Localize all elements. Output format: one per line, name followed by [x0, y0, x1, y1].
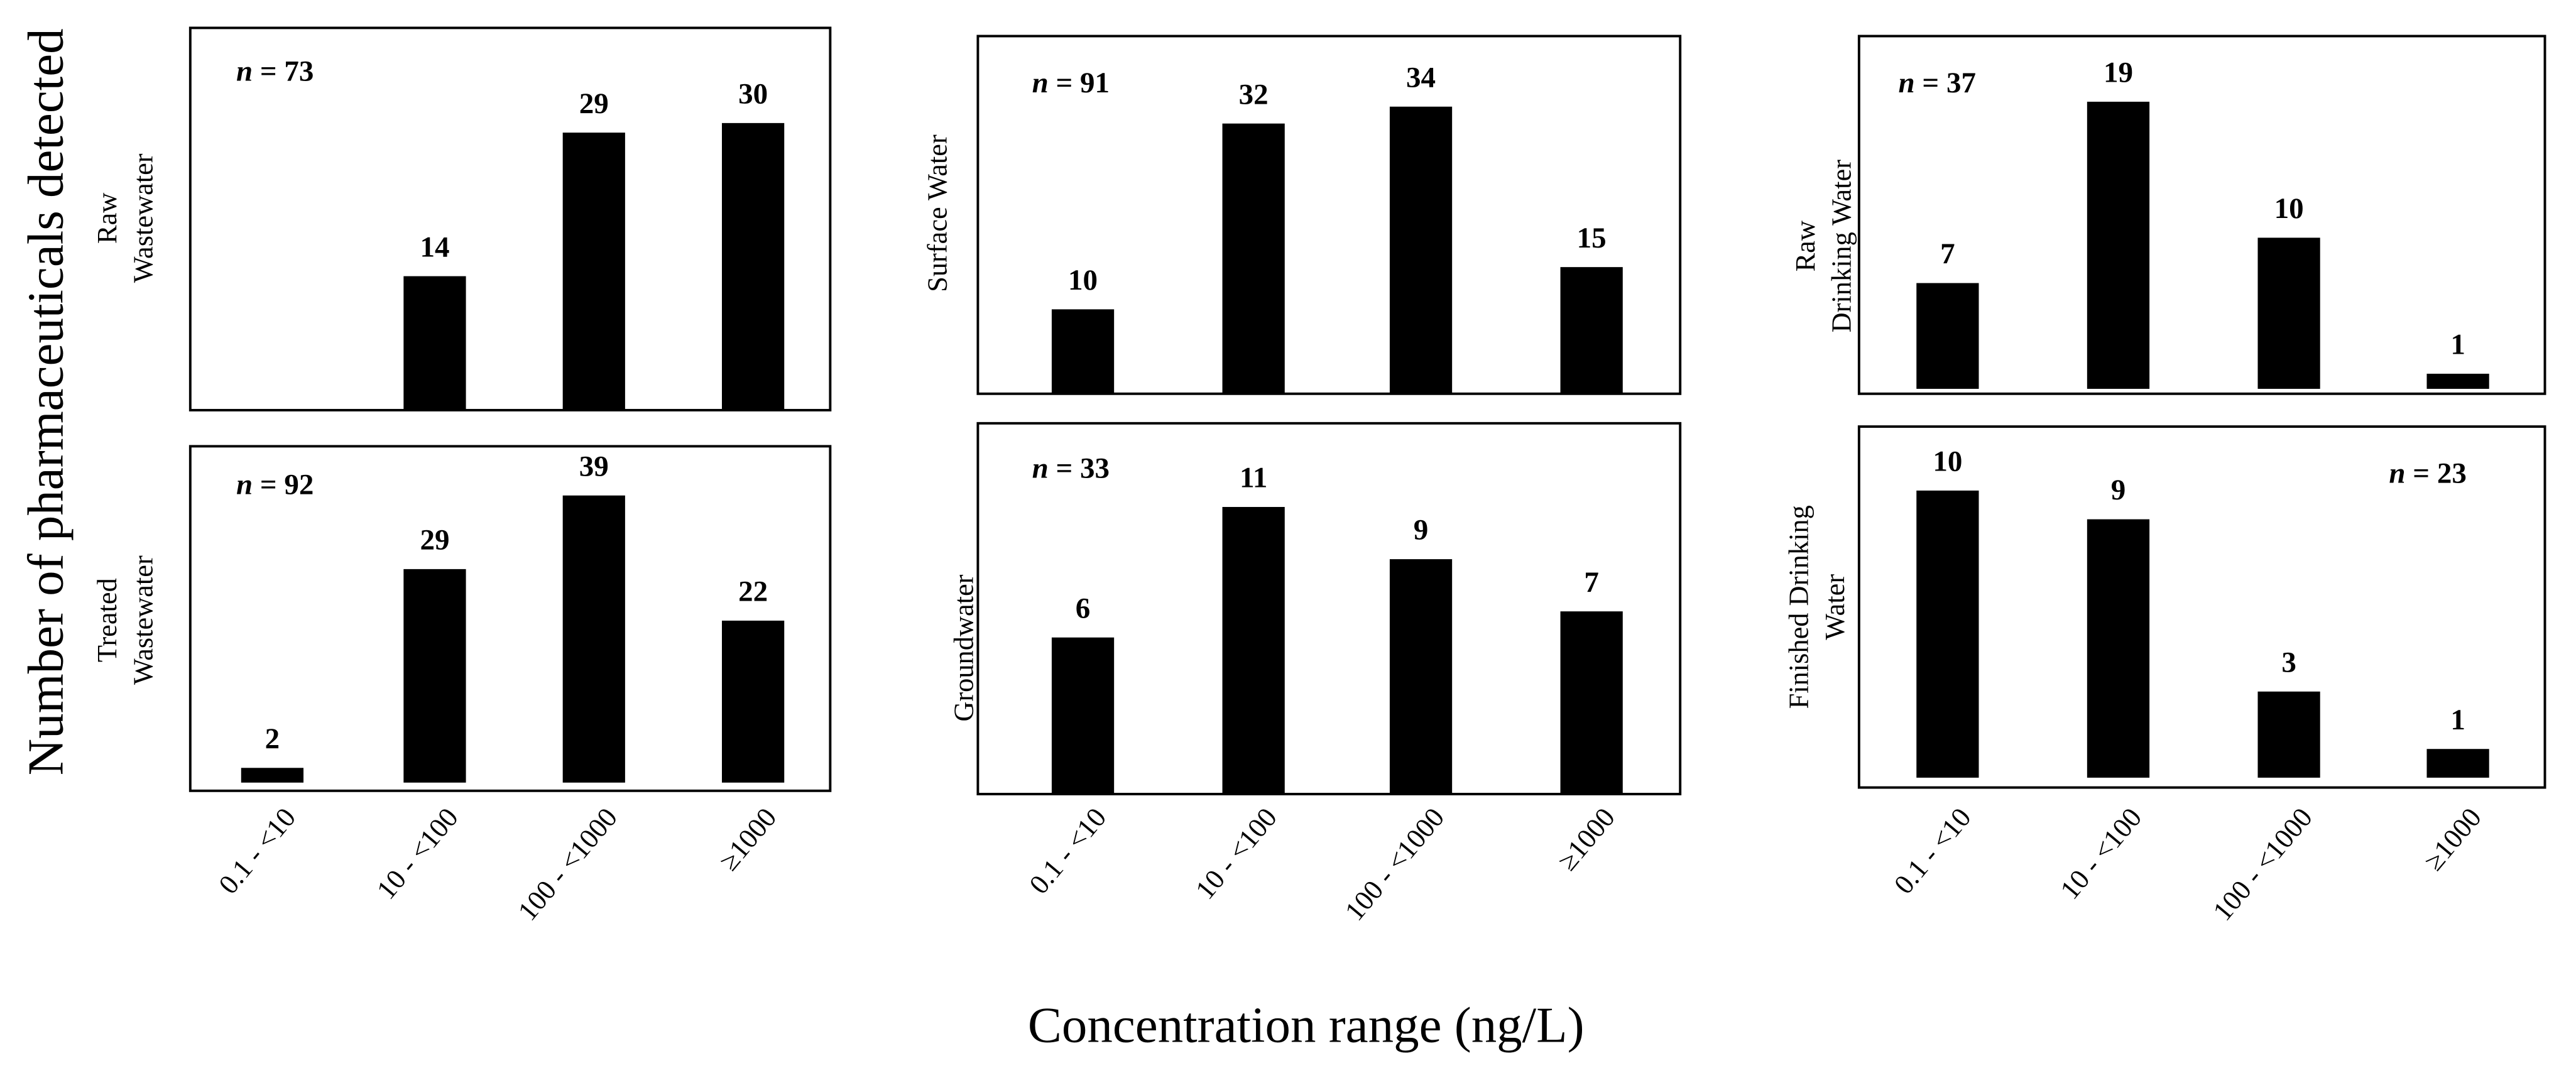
- x-tick-label: 0.1 - <10: [1887, 802, 1977, 900]
- panel-annotation: n = 92: [236, 468, 314, 501]
- bar: [2426, 373, 2489, 389]
- bar: [1560, 611, 1623, 795]
- panel-annotation: n = 23: [2389, 457, 2466, 489]
- x-tick-label: ≥1000: [1551, 802, 1621, 876]
- value-label: 10: [1933, 445, 1962, 478]
- bar: [2426, 749, 2489, 778]
- value-label: 29: [579, 87, 609, 120]
- panel-label: Surface Water: [922, 134, 953, 292]
- value-label: 15: [1577, 222, 1607, 254]
- value-label: 19: [2104, 57, 2133, 89]
- panel-annotation: n = 33: [1032, 452, 1110, 484]
- value-label: 3: [2281, 646, 2296, 678]
- value-label: 7: [1940, 237, 1955, 270]
- value-label: 32: [1239, 78, 1269, 111]
- panel-annotation: n = 37: [1899, 67, 1976, 99]
- x-tick-label: ≥1000: [2418, 802, 2487, 876]
- value-label: 14: [420, 231, 449, 263]
- bar: [2257, 237, 2320, 389]
- bar: [1389, 559, 1453, 795]
- value-label: 22: [738, 575, 768, 608]
- x-tick-label: 100 - <1000: [511, 802, 623, 927]
- panel-annotation: n = 91: [1032, 67, 1110, 99]
- panel-frame: [976, 422, 1682, 795]
- value-label: 11: [1240, 462, 1267, 494]
- value-label: 10: [1068, 264, 1098, 297]
- panel-frame: [188, 26, 832, 411]
- x-tick-label: 10 - <100: [2054, 802, 2148, 905]
- bar: [1916, 283, 1979, 389]
- panel-frame: [1857, 425, 2546, 789]
- bar: [403, 569, 466, 783]
- panel-label: Wastewater: [127, 153, 158, 283]
- bar: [241, 768, 304, 783]
- value-label: 9: [2111, 474, 2126, 506]
- value-label: 9: [1414, 514, 1429, 547]
- bar: [2087, 101, 2150, 389]
- value-label: 7: [1584, 566, 1598, 599]
- panel-annotation: n = 73: [236, 55, 314, 87]
- x-tick-label: 100 - <1000: [1338, 802, 1450, 927]
- panel-frame: [1857, 35, 2546, 395]
- panel-label: Raw: [91, 193, 123, 244]
- bar: [1222, 123, 1285, 394]
- bar: [2257, 691, 2320, 778]
- x-tick-label: ≥1000: [712, 802, 782, 876]
- value-label: 1: [2450, 704, 2465, 736]
- panel-label: Drinking Water: [1826, 160, 1857, 333]
- panel-label: Wastewater: [127, 555, 158, 685]
- bar: [562, 495, 625, 783]
- panel-label: Finished Drinking: [1783, 505, 1815, 709]
- bar: [721, 620, 785, 783]
- value-label: 1: [2450, 329, 2465, 361]
- x-tick-label: 10 - <100: [1189, 802, 1282, 905]
- bar: [1222, 506, 1285, 795]
- bar: [1389, 106, 1453, 394]
- value-label: 2: [265, 722, 280, 755]
- panel-label: Groundwater: [947, 574, 979, 721]
- panel-label: Treated: [91, 578, 123, 662]
- bar: [403, 276, 466, 410]
- bar: [1560, 267, 1623, 394]
- x-tick-label: 0.1 - <10: [1023, 802, 1112, 900]
- value-label: 6: [1076, 592, 1091, 624]
- bar: [2087, 519, 2150, 778]
- bar: [562, 133, 625, 410]
- panel-label: Raw: [1789, 221, 1821, 271]
- x-axis-title: Concentration range (ng/L): [1028, 997, 1585, 1054]
- panel-label: Water: [1819, 574, 1850, 640]
- value-label: 30: [738, 78, 768, 111]
- panel-frame: [976, 35, 1682, 395]
- value-label: 29: [420, 524, 449, 557]
- bar: [1051, 637, 1115, 795]
- value-label: 34: [1406, 61, 1436, 94]
- bar: [721, 123, 785, 410]
- x-tick-label: 100 - <1000: [2207, 802, 2318, 927]
- x-tick-label: 0.1 - <10: [212, 802, 302, 900]
- x-tick-label: 10 - <100: [370, 802, 464, 905]
- panel-frame: [188, 445, 832, 792]
- value-label: 39: [579, 450, 609, 482]
- bar: [1916, 490, 1979, 778]
- bar: [1051, 309, 1115, 394]
- y-axis-title: Number of pharmaceuticals detected: [17, 28, 74, 775]
- value-label: 10: [2274, 192, 2304, 225]
